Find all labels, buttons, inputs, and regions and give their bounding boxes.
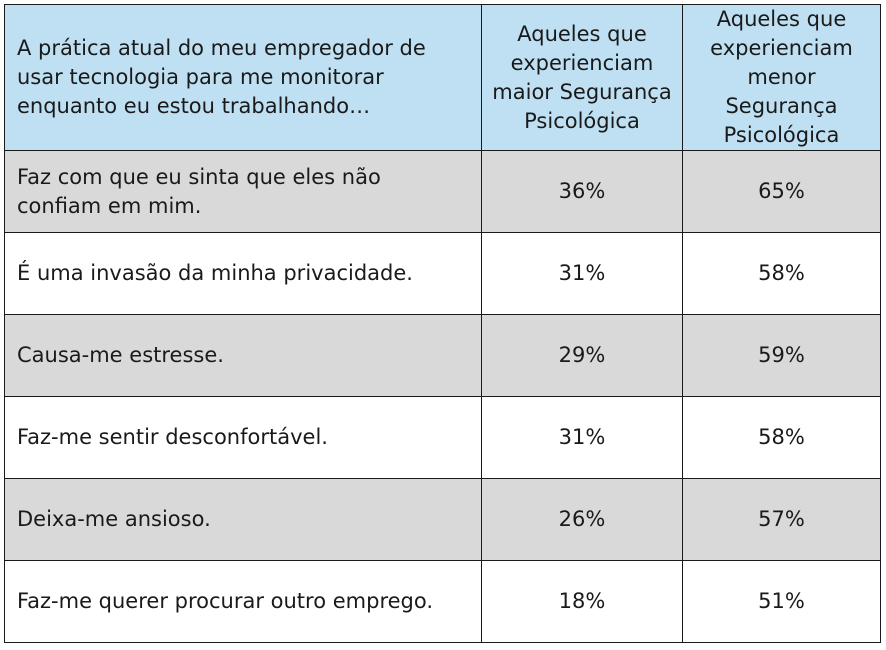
table-row: Causa-me estresse. 29% 59% — [4, 314, 881, 397]
survey-table: A prática atual do meu empregador de usa… — [4, 4, 881, 643]
table-row: Faz-me sentir desconfortável. 31% 58% — [4, 396, 881, 479]
low-safety-value: 65% — [682, 150, 881, 233]
low-safety-value: 58% — [682, 232, 881, 315]
table-row: Faz com que eu sinta que eles não confia… — [4, 150, 881, 233]
header-row: A prática atual do meu empregador de usa… — [4, 4, 881, 151]
low-safety-value: 51% — [682, 560, 881, 643]
high-safety-value: 31% — [481, 396, 683, 479]
high-safety-value: 26% — [481, 478, 683, 561]
statement-cell: É uma invasão da minha privacidade. — [4, 232, 482, 315]
high-safety-value: 31% — [481, 232, 683, 315]
table-row: É uma invasão da minha privacidade. 31% … — [4, 232, 881, 315]
statement-cell: Faz-me querer procurar outro emprego. — [4, 560, 482, 643]
low-safety-value: 58% — [682, 396, 881, 479]
high-safety-header: Aqueles que experienciam maior Segurança… — [481, 4, 683, 151]
table-row: Deixa-me ansioso. 26% 57% — [4, 478, 881, 561]
high-safety-value: 29% — [481, 314, 683, 397]
low-safety-value: 57% — [682, 478, 881, 561]
high-safety-value: 18% — [481, 560, 683, 643]
question-header: A prática atual do meu empregador de usa… — [4, 4, 482, 151]
low-safety-header: Aqueles que experienciam menor Segurança… — [682, 4, 881, 151]
statement-cell: Deixa-me ansioso. — [4, 478, 482, 561]
high-safety-value: 36% — [481, 150, 683, 233]
table-row: Faz-me querer procurar outro emprego. 18… — [4, 560, 881, 643]
survey-table-container: A prática atual do meu empregador de usa… — [4, 4, 881, 643]
statement-cell: Faz com que eu sinta que eles não confia… — [4, 150, 482, 233]
statement-cell: Causa-me estresse. — [4, 314, 482, 397]
statement-cell: Faz-me sentir desconfortável. — [4, 396, 482, 479]
low-safety-value: 59% — [682, 314, 881, 397]
